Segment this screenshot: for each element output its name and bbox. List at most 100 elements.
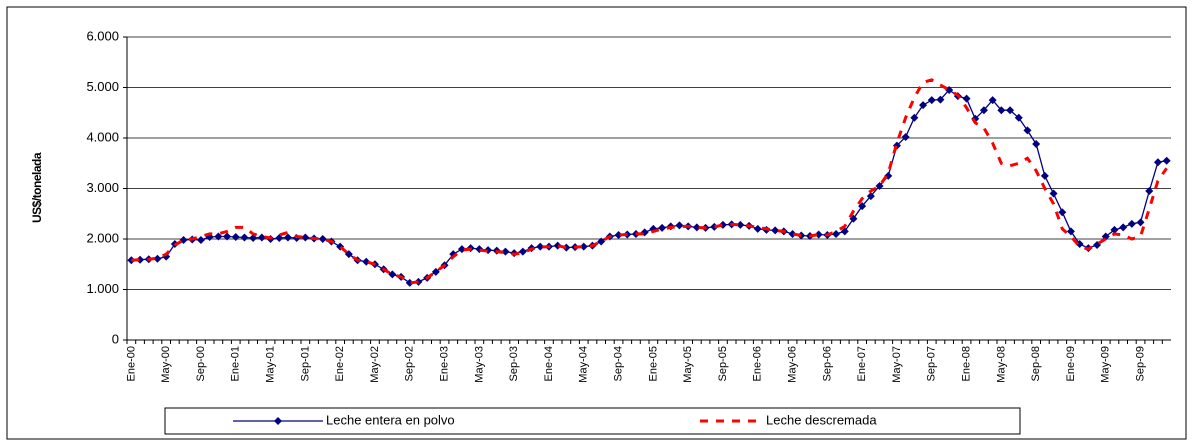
- x-tick-label: Ene-08: [960, 346, 972, 381]
- marker: [153, 254, 162, 263]
- marker: [196, 236, 205, 245]
- marker: [1066, 227, 1075, 236]
- marker: [962, 94, 971, 103]
- marker: [1014, 113, 1023, 122]
- marker: [771, 226, 780, 235]
- marker: [1032, 140, 1041, 149]
- marker: [1136, 218, 1145, 227]
- marker: [536, 242, 545, 251]
- x-tick-label: Ene-09: [1065, 346, 1077, 381]
- marker: [1162, 156, 1171, 165]
- marker: [231, 232, 240, 241]
- marker: [988, 96, 997, 105]
- y-tick-label: 2.000: [86, 230, 119, 245]
- y-axis-title: US$/tonelada: [30, 152, 44, 223]
- x-tick-label: May-09: [1100, 346, 1112, 383]
- x-tick-label: May-00: [160, 346, 172, 383]
- marker: [223, 232, 232, 241]
- marker: [1145, 187, 1154, 196]
- legend-marker: [274, 417, 282, 425]
- marker: [1040, 171, 1049, 180]
- y-tick-label: 5.000: [86, 79, 119, 94]
- marker: [1006, 106, 1015, 115]
- y-tick-label: 6.000: [86, 28, 119, 43]
- marker: [275, 233, 284, 242]
- marker: [675, 221, 684, 230]
- marker: [501, 247, 510, 256]
- x-tick-label: May-08: [995, 346, 1007, 383]
- marker: [979, 106, 988, 115]
- legend-label: Leche descremada: [766, 412, 877, 427]
- x-tick-label: Sep-06: [821, 346, 833, 381]
- marker: [518, 247, 527, 256]
- marker: [788, 229, 797, 238]
- marker: [910, 113, 919, 122]
- marker: [919, 101, 928, 110]
- marker: [710, 222, 719, 231]
- x-tick-label: Ene-00: [125, 346, 137, 381]
- marker: [136, 255, 145, 264]
- y-tick-label: 1.000: [86, 281, 119, 296]
- marker: [832, 229, 841, 238]
- marker: [405, 278, 414, 287]
- marker: [240, 233, 249, 242]
- y-tick-label: 3.000: [86, 180, 119, 195]
- x-tick-label: Sep-05: [717, 346, 729, 381]
- marker: [1110, 225, 1119, 234]
- marker: [901, 132, 910, 141]
- x-tick-label: Ene-05: [647, 346, 659, 381]
- marker: [614, 230, 623, 239]
- x-tick-label: Ene-07: [856, 346, 868, 381]
- marker: [840, 227, 849, 236]
- marker: [318, 235, 327, 243]
- x-tick-label: Ene-06: [752, 346, 764, 381]
- marker: [866, 192, 875, 201]
- x-tick-label: May-05: [682, 346, 694, 383]
- marker: [736, 220, 745, 229]
- marker: [1023, 126, 1032, 135]
- x-tick-label: May-01: [264, 346, 276, 383]
- marker: [1153, 158, 1162, 167]
- marker: [814, 230, 823, 239]
- legend-label: Leche entera en polvo: [326, 412, 455, 427]
- marker: [1049, 189, 1058, 198]
- marker: [1127, 219, 1136, 228]
- x-tick-label: Ene-02: [334, 346, 346, 381]
- marker: [858, 202, 867, 211]
- marker: [388, 270, 397, 279]
- marker: [562, 243, 571, 252]
- y-tick-label: 0: [112, 331, 119, 346]
- x-tick-label: May-06: [786, 346, 798, 383]
- marker: [1119, 223, 1128, 232]
- marker: [692, 223, 701, 232]
- marker: [927, 96, 936, 105]
- marker: [283, 233, 292, 242]
- marker: [658, 223, 667, 232]
- x-tick-label: Sep-00: [195, 346, 207, 381]
- marker: [301, 233, 310, 242]
- marker: [936, 95, 945, 104]
- x-tick-label: Sep-04: [612, 346, 624, 381]
- x-tick-label: May-07: [891, 346, 903, 383]
- marker: [597, 237, 606, 246]
- series-line: [131, 78, 1168, 285]
- x-tick-label: Sep-01: [299, 346, 311, 381]
- marker: [753, 224, 762, 233]
- x-tick-label: May-03: [473, 346, 485, 383]
- x-tick-label: May-04: [578, 346, 590, 383]
- x-tick-label: Sep-09: [1134, 346, 1146, 381]
- x-tick-label: Sep-07: [926, 346, 938, 381]
- x-tick-label: Ene-04: [543, 346, 555, 381]
- marker: [997, 106, 1006, 115]
- marker: [214, 232, 223, 241]
- marker: [1058, 208, 1067, 217]
- marker: [431, 267, 440, 276]
- marker: [257, 233, 266, 242]
- marker: [344, 250, 353, 259]
- marker: [579, 242, 588, 251]
- x-tick-label: Ene-03: [438, 346, 450, 381]
- x-tick-label: Sep-08: [1030, 346, 1042, 381]
- chart-border: [6, 6, 1187, 440]
- x-tick-label: Sep-02: [404, 346, 416, 381]
